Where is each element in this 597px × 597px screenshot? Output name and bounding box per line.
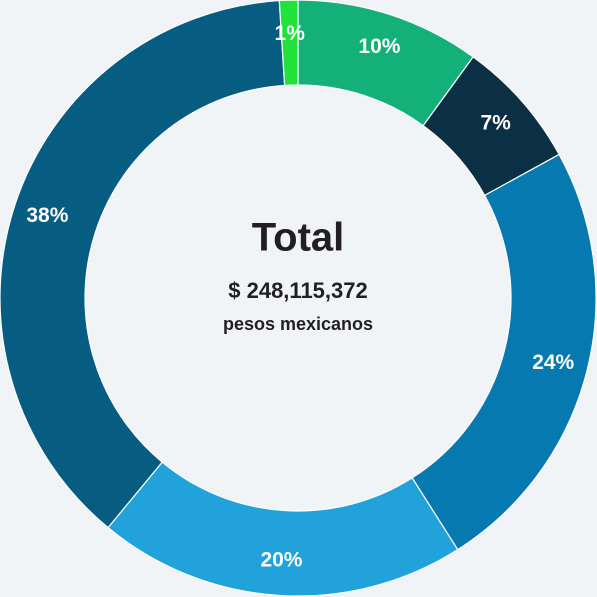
slice (0, 0, 286, 529)
slice-label: 24% (532, 351, 574, 374)
slice-label: 1% (275, 22, 306, 45)
slice-label: 20% (260, 549, 302, 572)
center-caption: pesos mexicanos (223, 314, 373, 334)
center-value: $ 248,115,372 (228, 278, 367, 303)
slice (411, 153, 597, 551)
slice-label: 7% (480, 111, 511, 134)
center-title: Total (252, 216, 345, 260)
slice-label: 10% (358, 35, 400, 58)
slice-label: 38% (26, 204, 68, 227)
slice (278, 0, 299, 87)
